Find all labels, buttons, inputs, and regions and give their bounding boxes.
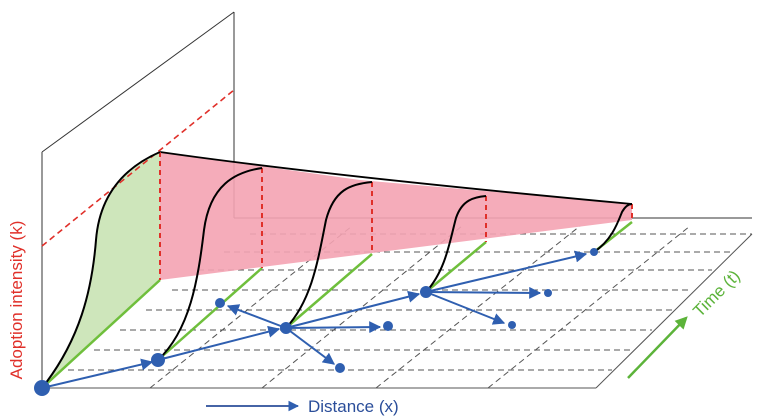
- network-node: [280, 322, 292, 334]
- network-node: [508, 321, 516, 329]
- network-node: [151, 353, 165, 367]
- diffusion-network: [41, 250, 588, 389]
- network-node: [335, 363, 345, 373]
- adoption-curves: [41, 151, 633, 389]
- adoption-front-region: [160, 152, 632, 280]
- x-axis-label: Distance (x): [308, 397, 399, 416]
- network-node: [383, 321, 393, 331]
- network-node: [590, 248, 598, 256]
- arrow-up-right-icon: [627, 316, 688, 379]
- network-node: [544, 289, 552, 297]
- network-node: [420, 286, 432, 298]
- saturation-dashed-line: [41, 89, 235, 247]
- y-axis-label: Adoption intensity (k): [7, 221, 26, 380]
- t-axis-label: Time (t): [689, 266, 743, 320]
- network-node: [215, 298, 225, 308]
- diffusion-nodes: [34, 248, 598, 396]
- network-node: [34, 380, 50, 396]
- initial-adoption-region: [42, 152, 160, 388]
- height-markers: [159, 152, 633, 280]
- adoption-front-top-edge: [159, 151, 633, 205]
